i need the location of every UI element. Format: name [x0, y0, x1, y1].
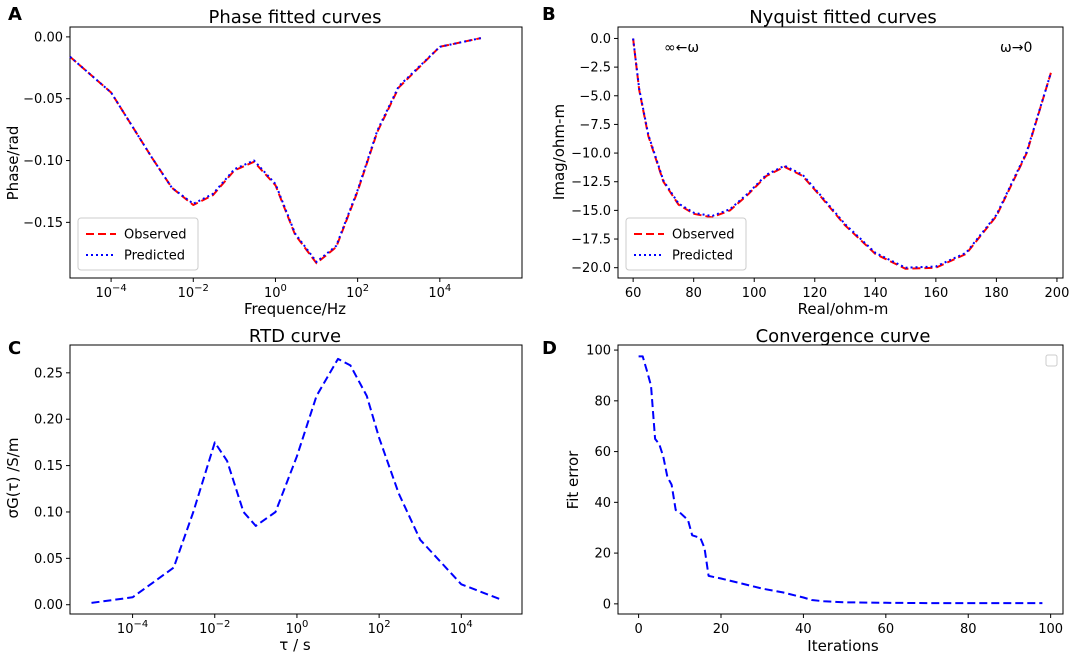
panel-a-legend-label: Observed [124, 228, 187, 243]
panel-a-ytick-label: −0.15 [23, 216, 63, 231]
panel-c-xtick-label: 10−2 [199, 619, 230, 637]
panel-b-ytick-label: −5.0 [579, 89, 611, 104]
panel-c-xtick-label: 104 [450, 619, 473, 637]
panel-d-xtick-label: 40 [795, 622, 812, 637]
panel-d-xtick-label: 20 [713, 622, 730, 637]
panel-b-ytick-label: −15.0 [571, 204, 611, 219]
panel-b-ytick-label: 0.0 [590, 32, 611, 47]
panel-a-title: Phase fitted curves [209, 7, 382, 28]
panel-b-xtick-label: 80 [685, 286, 702, 301]
panel-c-ytick-label: 0.20 [34, 413, 63, 428]
panel-c-xtick-label: 100 [285, 619, 308, 637]
panel-c-ytick-label: 0.10 [34, 505, 63, 520]
panel-a-xtick-label: 10−2 [178, 283, 209, 301]
panel-b-xtick-label: 100 [742, 286, 767, 301]
panel-a-xlabel: Frequence/Hz [244, 300, 346, 318]
panel-d-ytick-label: 100 [586, 344, 611, 359]
panel-d-ytick-label: 60 [594, 445, 611, 460]
panel-b-ylabel: Imag/ohm-m [550, 104, 568, 200]
panel-c: C RTD curve τ / s σG(τ) /S/m 10−4 10−2 100… [4, 326, 523, 654]
panel-c-ytick-label: 0.05 [34, 552, 63, 567]
panel-b-title: Nyquist fitted curves [749, 7, 937, 28]
panel-a: A Phase fitted curves Frequence/Hz Phase… [4, 4, 523, 318]
panel-d-ytick-label: 40 [594, 496, 611, 511]
panel-c-title: RTD curve [249, 326, 341, 347]
panel-d-series-fit-error [638, 355, 1043, 605]
panel-b-ytick-label: −10.0 [571, 147, 611, 162]
panel-b-xtick-label: 140 [863, 286, 888, 301]
panel-c-axes-frame [69, 344, 523, 615]
panel-b-ytick-label: −12.5 [571, 175, 611, 190]
panel-a-xtick-label: 102 [346, 283, 369, 301]
panel-d-xlabel: Iterations [807, 637, 879, 655]
panel-d-legend-box [1045, 354, 1058, 367]
panel-b-legend-box [625, 217, 747, 271]
panel-a-legend-label: Predicted [124, 249, 185, 264]
panel-a-series-observed [69, 37, 482, 265]
panel-c-xtick-label: 102 [368, 619, 391, 637]
panel-c-ylabel: σG(τ) /S/m [4, 438, 22, 519]
panel-d-axes-frame [617, 344, 1064, 615]
panel-a-series-predicted [69, 37, 482, 263]
panel-a-axes-frame [69, 26, 523, 279]
panel-letter-b: B [542, 4, 556, 25]
panel-d-xtick-label: 100 [1038, 622, 1063, 637]
panel-a-legend-box [77, 217, 199, 271]
panel-a-xtick-label: 100 [264, 283, 287, 301]
panel-b-ytick-label: −20.0 [571, 261, 611, 276]
panel-d-ylabel: Fit error [564, 450, 582, 510]
panel-d-xtick-label: 0 [634, 622, 642, 637]
panel-d-ytick-label: 0 [603, 597, 611, 612]
panel-b: B Nyquist fitted curves Real/ohm-m Imag/… [542, 4, 1069, 318]
panel-b-legend-label: Observed [672, 228, 735, 243]
panel-d-ytick-label: 20 [594, 547, 611, 562]
panel-c-xtick-label: 10−4 [117, 619, 148, 637]
panel-a-xtick-label: 104 [428, 283, 451, 301]
panel-b-xlabel: Real/ohm-m [798, 300, 889, 318]
panel-b-xtick-label: 180 [984, 286, 1009, 301]
panel-b-xtick-label: 200 [1045, 286, 1070, 301]
panel-b-axes-frame [617, 26, 1064, 279]
panel-a-ytick-label: −0.10 [23, 154, 63, 169]
panel-b-ytick-label: −2.5 [579, 61, 611, 76]
panel-a-xtick-label: 10−4 [95, 283, 126, 301]
panel-letter-d: D [542, 338, 557, 359]
panel-a-ylabel: Phase/rad [4, 126, 22, 201]
panel-d-xtick-label: 80 [960, 622, 977, 637]
annotation-low-frequency: ω→0 [1000, 40, 1032, 56]
panel-letter-a: A [8, 4, 22, 25]
panel-c-series-rtd [91, 357, 503, 604]
panel-c-ytick-label: 0.00 [34, 598, 63, 613]
panel-b-xtick-label: 60 [625, 286, 642, 301]
panel-d-title: Convergence curve [756, 326, 931, 347]
panel-a-ytick-label: 0.00 [34, 30, 63, 45]
panel-b-ytick-label: −17.5 [571, 233, 611, 248]
panel-c-ytick-label: 0.15 [34, 459, 63, 474]
annotation-high-frequency: ∞←ω [664, 40, 699, 56]
panel-c-xlabel: τ / s [279, 636, 311, 654]
panel-d-ytick-label: 80 [594, 394, 611, 409]
panel-d-xtick-label: 60 [878, 622, 895, 637]
panel-d: D Convergence curve Iterations Fit error… [542, 326, 1064, 655]
panel-b-legend-label: Predicted [672, 249, 733, 264]
panel-a-ytick-label: −0.05 [23, 92, 63, 107]
panel-b-ytick-label: −7.5 [579, 118, 611, 133]
panel-b-xtick-label: 160 [923, 286, 948, 301]
panel-letter-c: C [8, 338, 21, 359]
panel-c-ytick-label: 0.25 [34, 366, 63, 381]
panel-b-xtick-label: 120 [802, 286, 827, 301]
